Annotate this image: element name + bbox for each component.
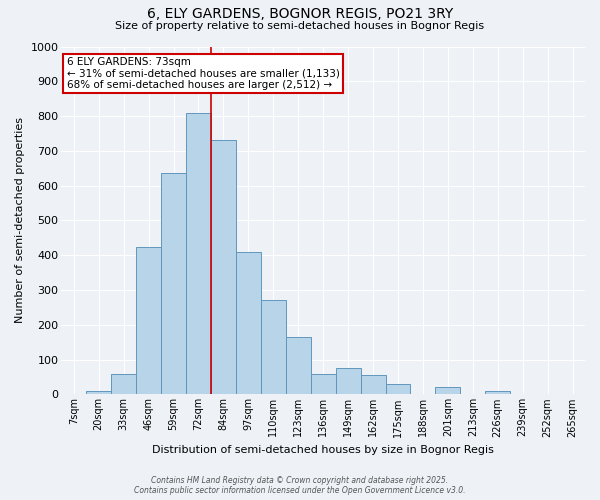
Bar	[86, 391, 111, 394]
Y-axis label: Number of semi-detached properties: Number of semi-detached properties	[15, 118, 25, 324]
Bar	[186, 112, 211, 394]
Bar	[136, 246, 161, 394]
Bar	[485, 391, 510, 394]
Text: Contains HM Land Registry data © Crown copyright and database right 2025.
Contai: Contains HM Land Registry data © Crown c…	[134, 476, 466, 495]
Bar	[335, 368, 361, 394]
Bar	[111, 374, 136, 394]
Text: 6, ELY GARDENS, BOGNOR REGIS, PO21 3RY: 6, ELY GARDENS, BOGNOR REGIS, PO21 3RY	[147, 8, 453, 22]
Bar	[311, 374, 335, 394]
Bar	[211, 140, 236, 394]
Bar	[386, 384, 410, 394]
Bar	[236, 252, 261, 394]
Text: Size of property relative to semi-detached houses in Bognor Regis: Size of property relative to semi-detach…	[115, 21, 485, 31]
Bar	[161, 174, 186, 394]
X-axis label: Distribution of semi-detached houses by size in Bognor Regis: Distribution of semi-detached houses by …	[152, 445, 494, 455]
Text: 6 ELY GARDENS: 73sqm
← 31% of semi-detached houses are smaller (1,133)
68% of se: 6 ELY GARDENS: 73sqm ← 31% of semi-detac…	[67, 57, 340, 90]
Bar	[261, 300, 286, 394]
Bar	[286, 337, 311, 394]
Bar	[361, 376, 386, 394]
Bar	[436, 388, 460, 394]
